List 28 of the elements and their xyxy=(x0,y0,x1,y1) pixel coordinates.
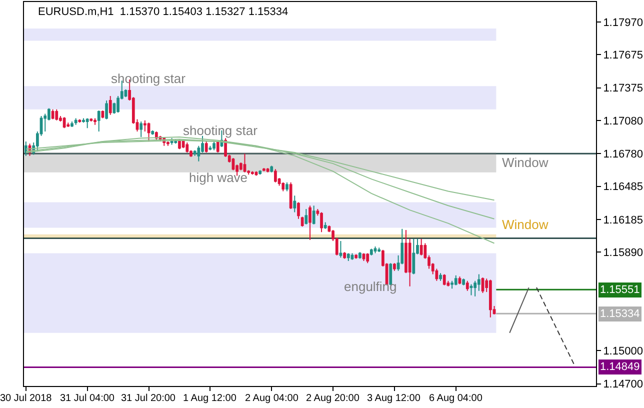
x-tick-label: 6 Aug 04:00 xyxy=(429,393,483,404)
y-tick-label: 1.17375 xyxy=(603,82,643,95)
y-tick-label: 1.16780 xyxy=(603,148,643,160)
y-tick-label: 1.17675 xyxy=(603,49,643,62)
chart-title: EURUSD.m,H1 1.15370 1.15403 1.15327 1.15334 xyxy=(38,6,288,18)
band-label: Window xyxy=(502,217,549,232)
y-tick-label: 1.17080 xyxy=(603,115,643,128)
annotation: shooting star xyxy=(111,71,186,86)
y-tick-label: 1.17970 xyxy=(603,16,643,29)
x-tick-label: 2 Aug 04:00 xyxy=(245,393,299,404)
ref-line-label: 1.14849 xyxy=(600,361,640,373)
y-tick-label: 1.16485 xyxy=(603,181,643,194)
y-tick-label: 1.14700 xyxy=(603,378,643,391)
annotation: high wave xyxy=(189,170,248,185)
x-tick-label: 31 Jul 04:00 xyxy=(60,393,115,404)
x-tick-label: 1 Aug 12:00 xyxy=(183,393,237,404)
x-tick-label: 31 Jul 20:00 xyxy=(121,393,176,404)
x-tick-label: 3 Aug 12:00 xyxy=(367,393,421,404)
annotation: shooting star xyxy=(183,123,258,138)
x-tick-label: 30 Jul 2018 xyxy=(0,393,52,404)
y-tick-label: 1.15890 xyxy=(603,246,643,259)
y-tick-label: 1.16185 xyxy=(603,214,643,226)
band-label: Window xyxy=(502,155,549,170)
ref-line-label: 1.15334 xyxy=(600,308,640,320)
y-tick-label: 1.15000 xyxy=(603,345,643,358)
ref-line-label: 1.15551 xyxy=(600,284,640,296)
x-tick-label: 2 Aug 20:00 xyxy=(306,393,360,404)
annotation: engulfing xyxy=(344,279,397,294)
